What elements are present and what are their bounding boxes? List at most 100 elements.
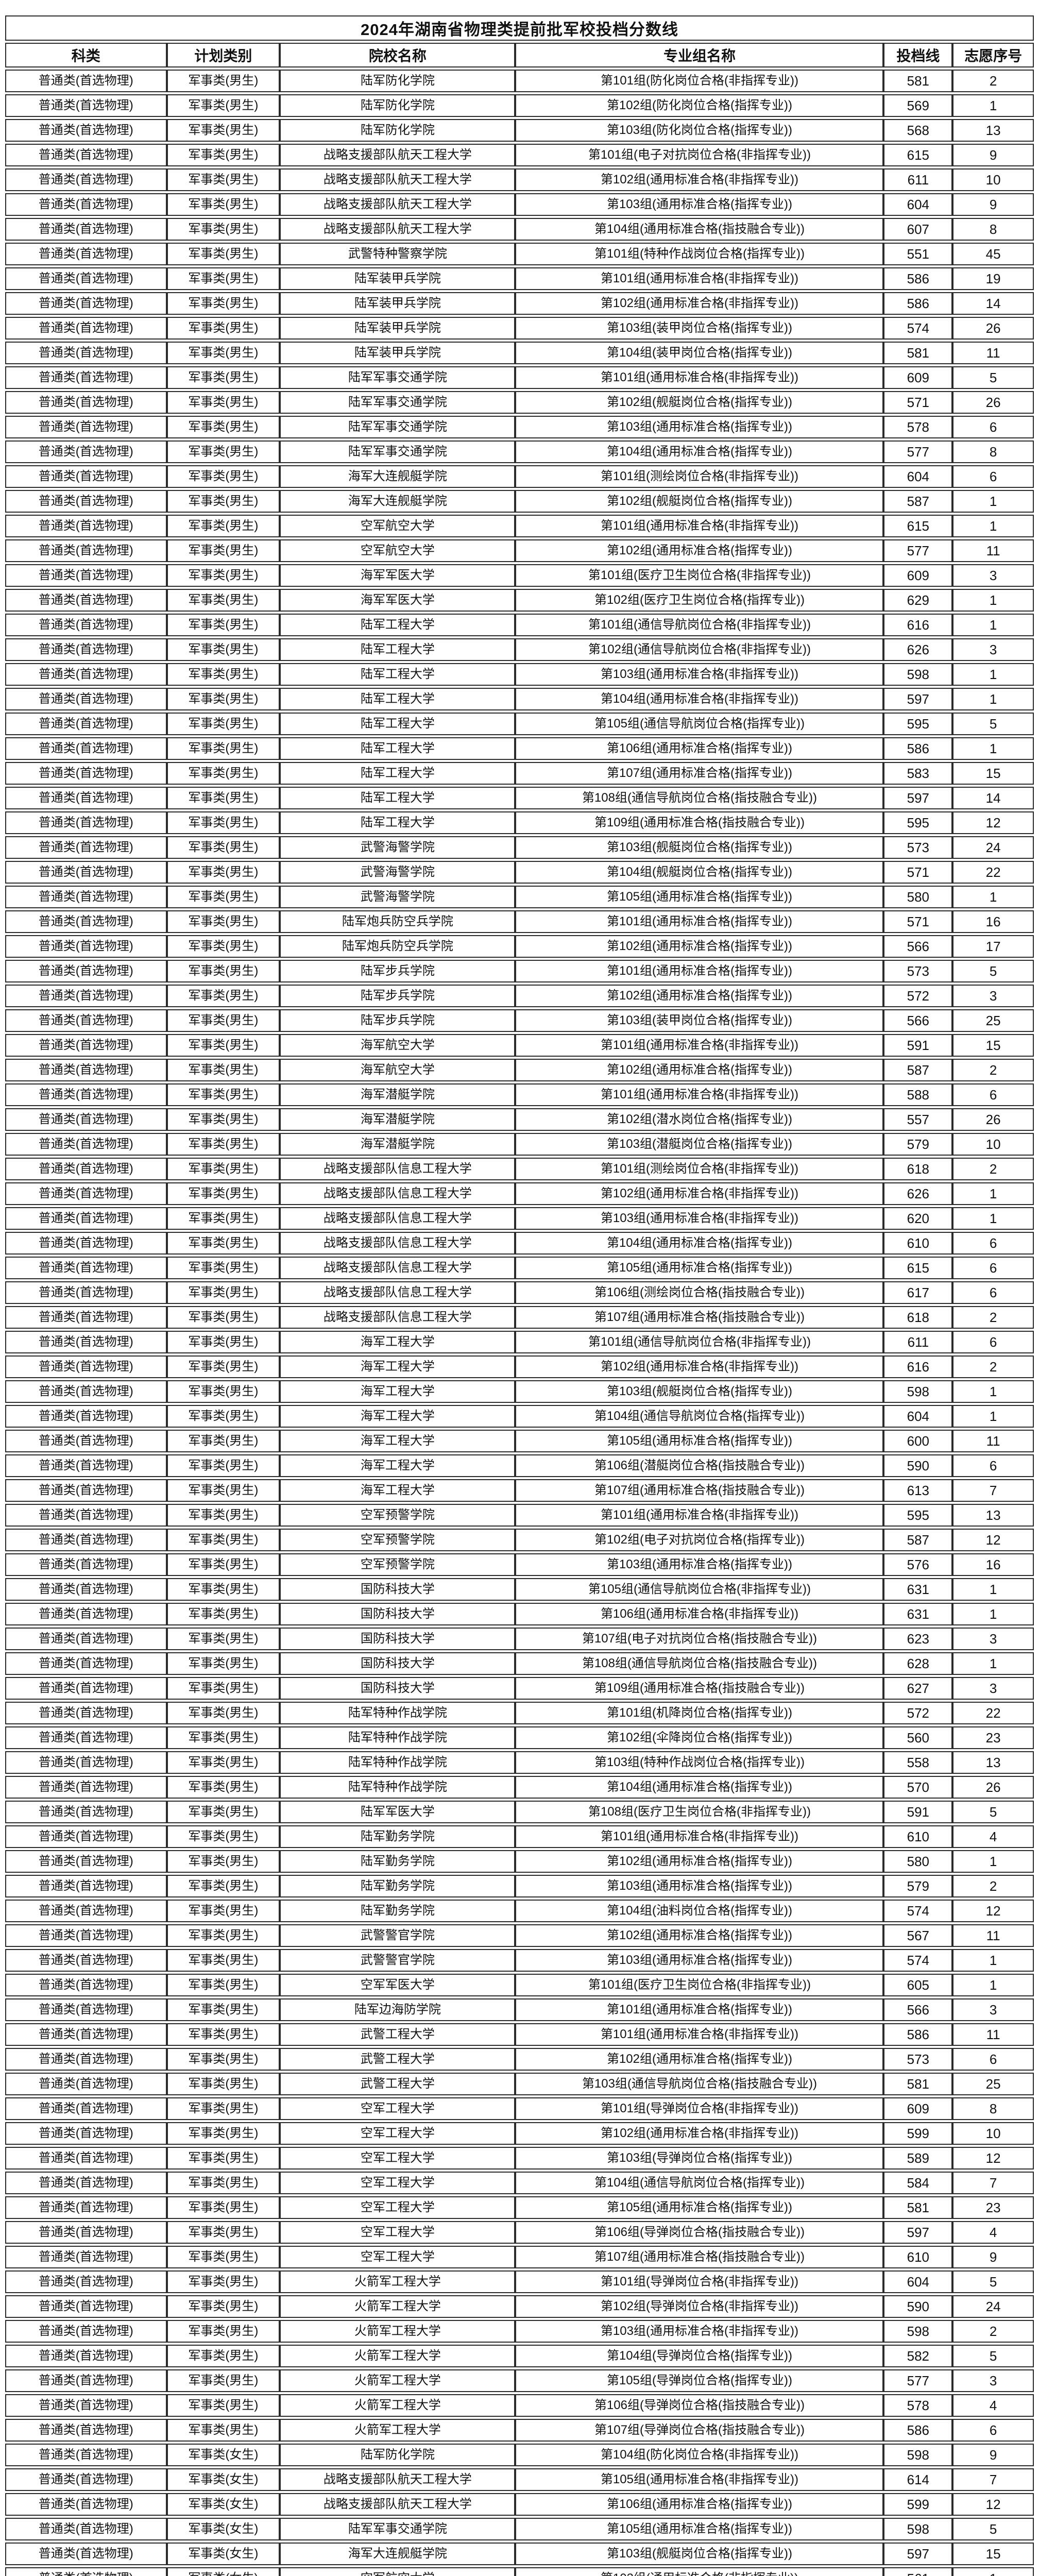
plan-category-cell: 军事类(男生) — [166, 70, 280, 92]
sequence-cell: 1 — [952, 490, 1034, 513]
sequence-cell: 11 — [952, 342, 1034, 364]
table-row: 普通类(首选物理) 军事类(男生) 武警工程大学 第102组(通用标准合格(指挥专业)… — [5, 2048, 1034, 2071]
table-row: 普通类(首选物理) 军事类(男生) 空军工程大学 第106组(导弹岗位合格(指技融合专… — [5, 2221, 1034, 2244]
subject-category-cell: 普通类(首选物理) — [5, 119, 167, 142]
table-row: 普通类(首选物理) 军事类(男生) 陆军防化学院 第102组(防化岗位合格(指挥专业)… — [5, 94, 1034, 117]
score-cell: 590 — [883, 1454, 953, 1477]
major-group-cell: 第104组(防化岗位合格(非指挥专业)) — [515, 2444, 884, 2466]
score-cell: 560 — [883, 1726, 953, 1749]
major-group-cell: 第103组(潜艇岗位合格(指挥专业)) — [515, 1133, 884, 1156]
major-group-cell: 第106组(潜艇岗位合格(指技融合专业)) — [515, 1454, 884, 1477]
subject-category-cell: 普通类(首选物理) — [5, 1801, 167, 1823]
subject-category-cell: 普通类(首选物理) — [5, 70, 167, 92]
institution-cell: 空军航空大学 — [280, 2567, 516, 2576]
table-row: 普通类(首选物理) 军事类(男生) 海军工程大学 第107组(通用标准合格(指技融合专… — [5, 1479, 1034, 1502]
major-group-cell: 第103组(通用标准合格(指挥专业)) — [515, 1553, 884, 1576]
table-row: 普通类(首选物理) 军事类(男生) 陆军军事交通学院 第103组(通用标准合格(指挥专… — [5, 416, 1034, 438]
subject-category-cell: 普通类(首选物理) — [5, 2345, 167, 2367]
sequence-cell: 8 — [952, 218, 1034, 241]
sequence-cell: 23 — [952, 2196, 1034, 2219]
plan-category-cell: 军事类(男生) — [166, 2122, 280, 2145]
sequence-cell: 17 — [952, 935, 1034, 958]
table-row: 普通类(首选物理) 军事类(男生) 陆军勤务学院 第101组(通用标准合格(非指挥专业… — [5, 1825, 1034, 1848]
table-row: 普通类(首选物理) 军事类(男生) 武警警官学院 第103组(通用标准合格(指挥专业)… — [5, 1949, 1034, 1972]
table-row: 普通类(首选物理) 军事类(男生) 火箭军工程大学 第107组(导弹岗位合格(指技融合… — [5, 2419, 1034, 2442]
table-row: 普通类(首选物理) 军事类(男生) 陆军步兵学院 第102组(通用标准合格(指挥专业)… — [5, 985, 1034, 1007]
major-group-cell: 第107组(电子对抗岗位合格(指技融合专业)) — [515, 1628, 884, 1650]
score-cell: 627 — [883, 1677, 953, 1700]
plan-category-cell: 军事类(男生) — [166, 2295, 280, 2318]
plan-category-cell: 军事类(男生) — [166, 861, 280, 884]
sequence-cell: 1 — [952, 515, 1034, 537]
institution-cell: 陆军工程大学 — [280, 811, 516, 834]
subject-category-cell: 普通类(首选物理) — [5, 539, 167, 562]
institution-cell: 陆军工程大学 — [280, 688, 516, 710]
sequence-cell: 1 — [952, 1652, 1034, 1675]
major-group-cell: 第103组(防化岗位合格(指挥专业)) — [515, 119, 884, 142]
table-row: 普通类(首选物理) 军事类(男生) 陆军工程大学 第108组(通信导航岗位合格(指技融… — [5, 787, 1034, 809]
plan-category-cell: 军事类(男生) — [166, 1380, 280, 1403]
sequence-cell: 14 — [952, 292, 1034, 315]
sequence-cell: 9 — [952, 193, 1034, 216]
score-cell: 579 — [883, 1133, 953, 1156]
table-row: 普通类(首选物理) 军事类(男生) 海军军医大学 第102组(医疗卫生岗位合格(指挥专… — [5, 589, 1034, 612]
score-cell: 611 — [883, 168, 953, 191]
sequence-cell: 45 — [952, 243, 1034, 265]
header-row: 科类 计划类别 院校名称 专业组名称 投档线 志愿序号 — [5, 43, 1034, 67]
plan-category-cell: 军事类(男生) — [166, 2196, 280, 2219]
sequence-cell: 1 — [952, 2567, 1034, 2576]
score-cell: 595 — [883, 811, 953, 834]
sequence-cell: 7 — [952, 2468, 1034, 2491]
table-row: 普通类(首选物理) 军事类(男生) 空军工程大学 第102组(通用标准合格(非指挥专业… — [5, 2122, 1034, 2145]
score-cell: 631 — [883, 1603, 953, 1625]
major-group-cell: 第107组(通用标准合格(指技融合专业)) — [515, 1479, 884, 1502]
institution-cell: 陆军工程大学 — [280, 638, 516, 661]
institution-cell: 陆军步兵学院 — [280, 960, 516, 982]
table-row: 普通类(首选物理) 军事类(男生) 海军航空大学 第102组(通用标准合格(指挥专业)… — [5, 1059, 1034, 1081]
table-row: 普通类(首选物理) 军事类(男生) 火箭军工程大学 第103组(通用标准合格(非指挥专… — [5, 2320, 1034, 2343]
plan-category-cell: 军事类(男生) — [166, 465, 280, 488]
institution-cell: 火箭军工程大学 — [280, 2270, 516, 2293]
sequence-cell: 11 — [952, 539, 1034, 562]
table-row: 普通类(首选物理) 军事类(男生) 陆军工程大学 第109组(通用标准合格(指技融合专… — [5, 811, 1034, 834]
institution-cell: 海军航空大学 — [280, 1034, 516, 1057]
sequence-cell: 5 — [952, 960, 1034, 982]
plan-category-cell: 军事类(男生) — [166, 614, 280, 636]
subject-category-cell: 普通类(首选物理) — [5, 2172, 167, 2194]
table-row: 普通类(首选物理) 军事类(男生) 海军潜艇学院 第103组(潜艇岗位合格(指挥专业)… — [5, 1133, 1034, 1156]
plan-category-cell: 军事类(男生) — [166, 1652, 280, 1675]
plan-category-cell: 军事类(男生) — [166, 2073, 280, 2095]
sequence-cell: 1 — [952, 1949, 1034, 1972]
score-cell: 595 — [883, 1504, 953, 1527]
plan-category-cell: 军事类(男生) — [166, 1825, 280, 1848]
score-cell: 631 — [883, 1578, 953, 1601]
institution-cell: 空军航空大学 — [280, 539, 516, 562]
sequence-cell: 6 — [952, 1232, 1034, 1255]
table-row: 普通类(首选物理) 军事类(男生) 海军航空大学 第101组(通用标准合格(非指挥专业… — [5, 1034, 1034, 1057]
sequence-cell: 1 — [952, 1207, 1034, 1230]
institution-cell: 火箭军工程大学 — [280, 2295, 516, 2318]
admission-score-table: 2024年湖南省物理类提前批军校投档分数线 科类 计划类别 院校名称 专业组名称… — [5, 13, 1034, 2576]
sequence-cell: 10 — [952, 2122, 1034, 2145]
table-row: 普通类(首选物理) 军事类(男生) 陆军工程大学 第107组(通用标准合格(指挥专业)… — [5, 762, 1034, 785]
institution-cell: 国防科技大学 — [280, 1628, 516, 1650]
institution-cell: 海军军医大学 — [280, 564, 516, 587]
major-group-cell: 第103组(装甲岗位合格(指挥专业)) — [515, 317, 884, 340]
subject-category-cell: 普通类(首选物理) — [5, 1578, 167, 1601]
institution-cell: 空军航空大学 — [280, 515, 516, 537]
institution-cell: 陆军特种作战学院 — [280, 1776, 516, 1799]
score-cell: 597 — [883, 787, 953, 809]
score-cell: 574 — [883, 317, 953, 340]
major-group-cell: 第105组(通信导航岗位合格(指挥专业)) — [515, 713, 884, 735]
sequence-cell: 10 — [952, 168, 1034, 191]
subject-category-cell: 普通类(首选物理) — [5, 1726, 167, 1749]
plan-category-cell: 军事类(男生) — [166, 1083, 280, 1106]
subject-category-cell: 普通类(首选物理) — [5, 416, 167, 438]
major-group-cell: 第107组(通用标准合格(指挥专业)) — [515, 762, 884, 785]
sequence-cell: 2 — [952, 70, 1034, 92]
plan-category-cell: 军事类(男生) — [166, 2270, 280, 2293]
major-group-cell: 第106组(通用标准合格(指挥专业)) — [515, 737, 884, 760]
plan-category-cell: 军事类(男生) — [166, 960, 280, 982]
institution-cell: 陆军工程大学 — [280, 737, 516, 760]
institution-cell: 陆军军医大学 — [280, 1801, 516, 1823]
